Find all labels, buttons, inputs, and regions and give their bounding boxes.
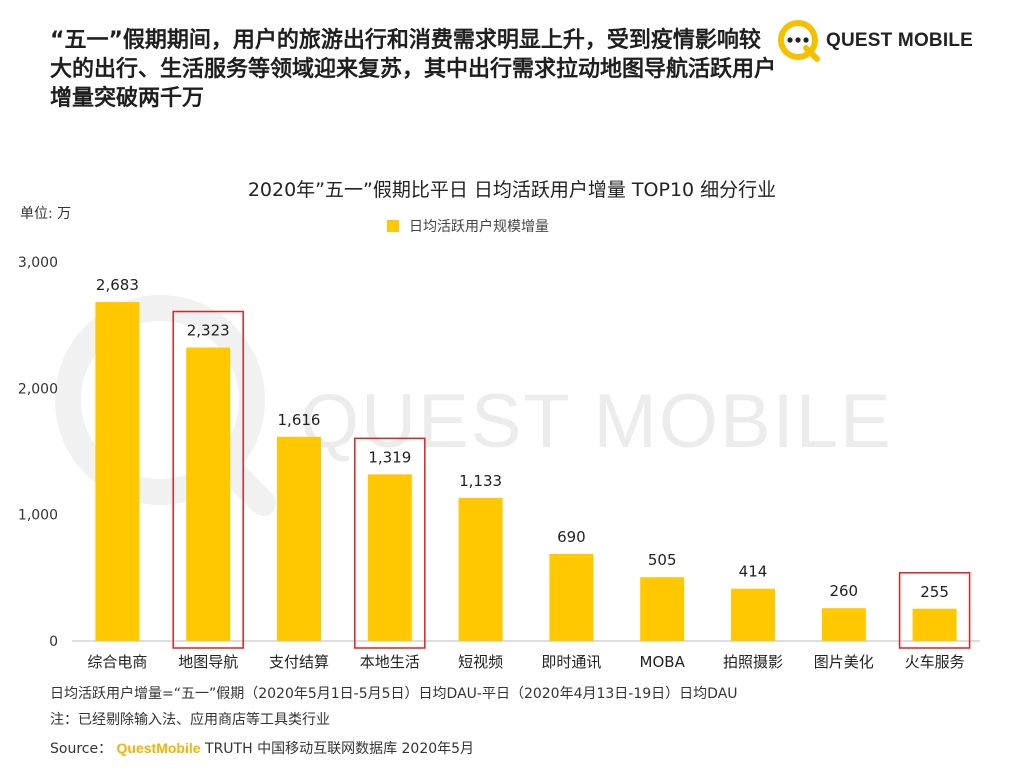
x-tick-label: 拍照摄影 — [723, 653, 783, 671]
unit-label: 单位: 万 — [20, 206, 72, 222]
x-tick-label: 地图导航 — [178, 653, 238, 671]
x-tick-label: 支付结算 — [269, 653, 329, 671]
bar-value-label: 1,133 — [459, 472, 502, 490]
footnote-note: 注：已经剔除输入法、应用商店等工具类行业 — [50, 712, 330, 728]
bar-value-label: 260 — [829, 582, 858, 600]
x-tick-label: 火车服务 — [905, 653, 965, 671]
x-tick-label: 图片美化 — [814, 653, 874, 671]
source-rest: TRUTH 中国移动互联网数据库 2020年5月 — [205, 741, 475, 757]
highlight-box — [898, 572, 971, 649]
footnote-source: Source： QuestMobile TRUTH 中国移动互联网数据库 202… — [50, 738, 474, 758]
bar-9 — [821, 608, 866, 641]
legend-label: 日均活跃用户规模增量 — [409, 219, 549, 235]
source-brand: QuestMobile — [116, 740, 201, 756]
x-tick-label: MOBA — [640, 653, 686, 671]
legend-swatch — [387, 220, 399, 232]
y-tick-label: 0 — [49, 634, 58, 650]
bar-8 — [731, 588, 775, 641]
x-tick-label: 即时通讯 — [541, 653, 601, 671]
bar-value-label: 505 — [648, 551, 677, 569]
logo-brand-text: QUEST MOBILE — [826, 30, 974, 51]
chart-title: 2020年”五一”假期比平日 日均活跃用户增量 TOP10 细分行业 — [247, 179, 777, 201]
x-tick-label: 短视频 — [458, 653, 503, 671]
chart-legend: 日均活跃用户规模增量 — [387, 216, 549, 236]
watermark-text: QUEST MOBILE — [300, 379, 893, 464]
bar-7 — [640, 577, 685, 641]
quest-mobile-logo-icon — [778, 20, 820, 62]
bar-3 — [277, 436, 321, 641]
bar-6 — [549, 553, 594, 641]
watermark-ring-icon — [55, 295, 276, 516]
headline: “五一”假期期间，用户的旅游出行和消费需求明显上升，受到疫情影响较大的出行、生活… — [50, 28, 777, 111]
y-tick-label: 3,000 — [18, 255, 58, 271]
x-tick-label: 本地生活 — [360, 653, 420, 671]
x-tick-label: 综合电商 — [87, 653, 147, 671]
source-prefix: Source： — [50, 741, 113, 757]
footnote-definition: 日均活跃用户增量=“五一”假期（2020年5月1日-5月5日）日均DAU-平日（… — [50, 686, 738, 702]
bar-value-label: 255 — [920, 583, 949, 601]
bar-10 — [912, 608, 957, 641]
highlight-box — [354, 437, 426, 649]
bar-5 — [458, 497, 503, 641]
bar-value-label: 414 — [739, 563, 768, 581]
bar-4 — [367, 474, 412, 641]
quest-mobile-logo: QUEST MOBILE — [776, 16, 973, 66]
bar-value-label: 690 — [557, 528, 586, 546]
